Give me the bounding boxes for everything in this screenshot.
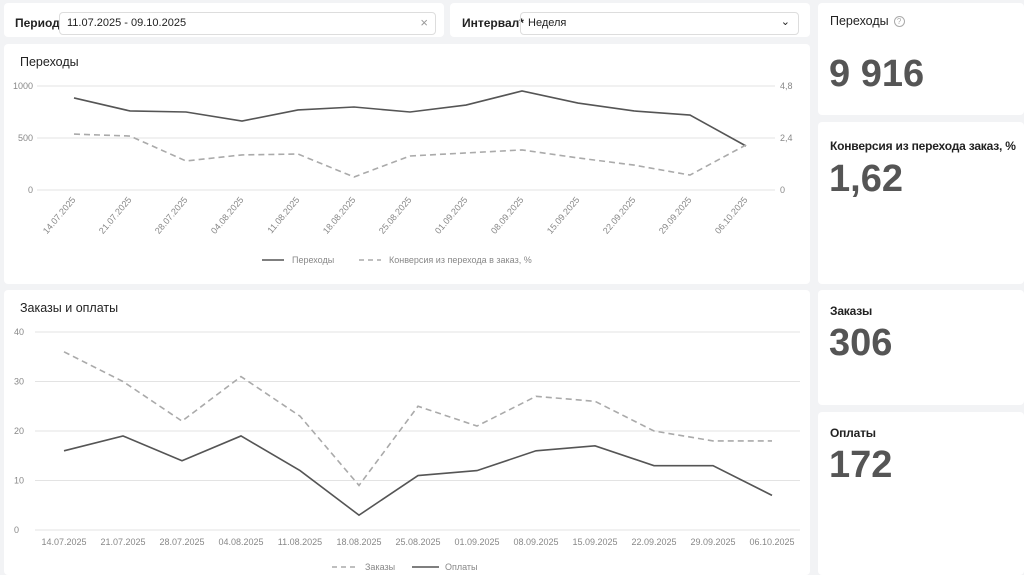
kpi-card-payments: Оплаты 172 <box>818 412 1024 575</box>
chart-title: Заказы и оплаты <box>20 301 119 315</box>
kpi-title: Заказы <box>830 304 873 318</box>
kpi-value: 306 <box>829 322 893 364</box>
kpi-value: 1,62 <box>829 158 903 200</box>
period-input[interactable]: 11.07.2025 - 09.10.2025 × <box>59 12 436 35</box>
kpi-title: Конверсия из перехода заказ, % <box>830 139 1016 153</box>
kpi-title-row: Переходы ? <box>830 14 905 28</box>
kpi-title: Оплаты <box>830 426 876 440</box>
period-filter-card: Период 11.07.2025 - 09.10.2025 × <box>4 3 444 37</box>
kpi-value: 9 916 <box>829 53 925 95</box>
chart-transitions-card: Переходы <box>4 44 810 284</box>
kpi-value: 172 <box>829 444 893 486</box>
chevron-down-icon: ⌄ <box>780 16 790 28</box>
period-value: 11.07.2025 - 09.10.2025 <box>67 17 187 29</box>
interval-label: Интервал* <box>462 16 524 30</box>
kpi-card-orders: Заказы 306 <box>818 290 1024 405</box>
interval-value: Неделя <box>528 17 567 29</box>
chart-orders-card: Заказы и оплаты <box>4 290 810 575</box>
interval-select[interactable]: Неделя ⌄ <box>520 12 799 35</box>
kpi-card-transitions: Переходы ? 9 916 <box>818 3 1024 115</box>
kpi-card-conversion: Конверсия из перехода заказ, % 1,62 <box>818 122 1024 284</box>
chart-title: Переходы <box>20 55 79 69</box>
help-icon[interactable]: ? <box>893 15 905 27</box>
interval-filter-card: Интервал* Неделя ⌄ <box>450 3 810 37</box>
kpi-title: Переходы <box>830 14 889 28</box>
period-label: Период <box>15 16 60 30</box>
clear-icon[interactable]: × <box>420 15 428 30</box>
